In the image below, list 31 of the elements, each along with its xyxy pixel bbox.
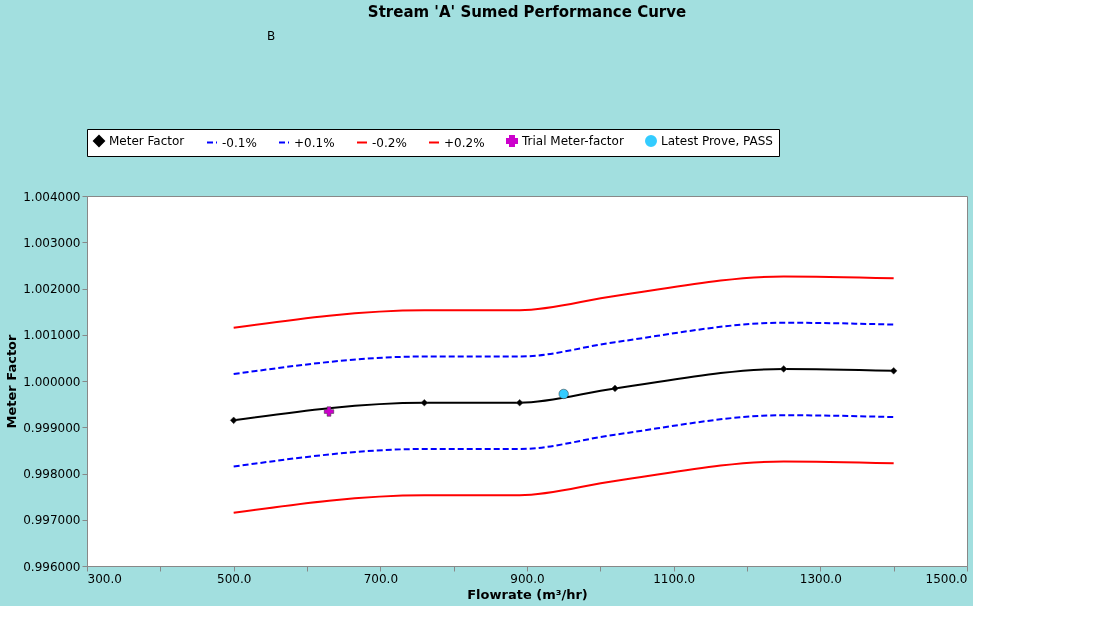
legend-label: Meter Factor [109, 134, 185, 148]
x-tick-label: 700.0 [363, 571, 399, 586]
x-tick-label: 300.0 [87, 571, 122, 586]
y-axis-title: Meter Factor [4, 333, 20, 429]
line-series [232, 321, 895, 376]
y-tick-label: 1.000000 [23, 374, 81, 389]
y-tick-label: 0.997000 [23, 513, 81, 528]
y-tick-label: 1.002000 [23, 282, 81, 296]
y-tick-label: 0.998000 [23, 467, 81, 481]
x-tick-label: 1500.0 [925, 571, 968, 586]
legend-label: +0.2% [444, 135, 485, 150]
x-tick-label: 900.0 [510, 571, 545, 586]
x-tick-label: 1100.0 [653, 571, 696, 586]
x-axis-title: Flowrate (m³/hr) [467, 586, 588, 602]
legend-label: +0.1% [294, 135, 335, 150]
y-tick-label: 1.004000 [23, 189, 81, 204]
legend-label: Latest Prove, PASS [661, 134, 773, 148]
x-tick-label: 1300.0 [799, 571, 842, 586]
text: B [267, 29, 276, 43]
line-series [232, 414, 895, 468]
legend-label: -0.1% [222, 135, 257, 150]
y-tick-label: 0.999000 [23, 420, 81, 435]
chart-title: Stream 'A' Sumed Performance Curve [367, 3, 687, 21]
x-tick-label: 500.0 [216, 571, 252, 586]
legend-label: -0.2% [372, 135, 407, 150]
legend-label: Trial Meter-factor [521, 134, 624, 148]
line-series [232, 275, 895, 329]
y-tick-label: 0.996000 [23, 559, 81, 574]
y-tick-label: 1.001000 [23, 328, 81, 343]
y-tick-label: 1.003000 [23, 235, 81, 250]
line-series [232, 460, 895, 514]
